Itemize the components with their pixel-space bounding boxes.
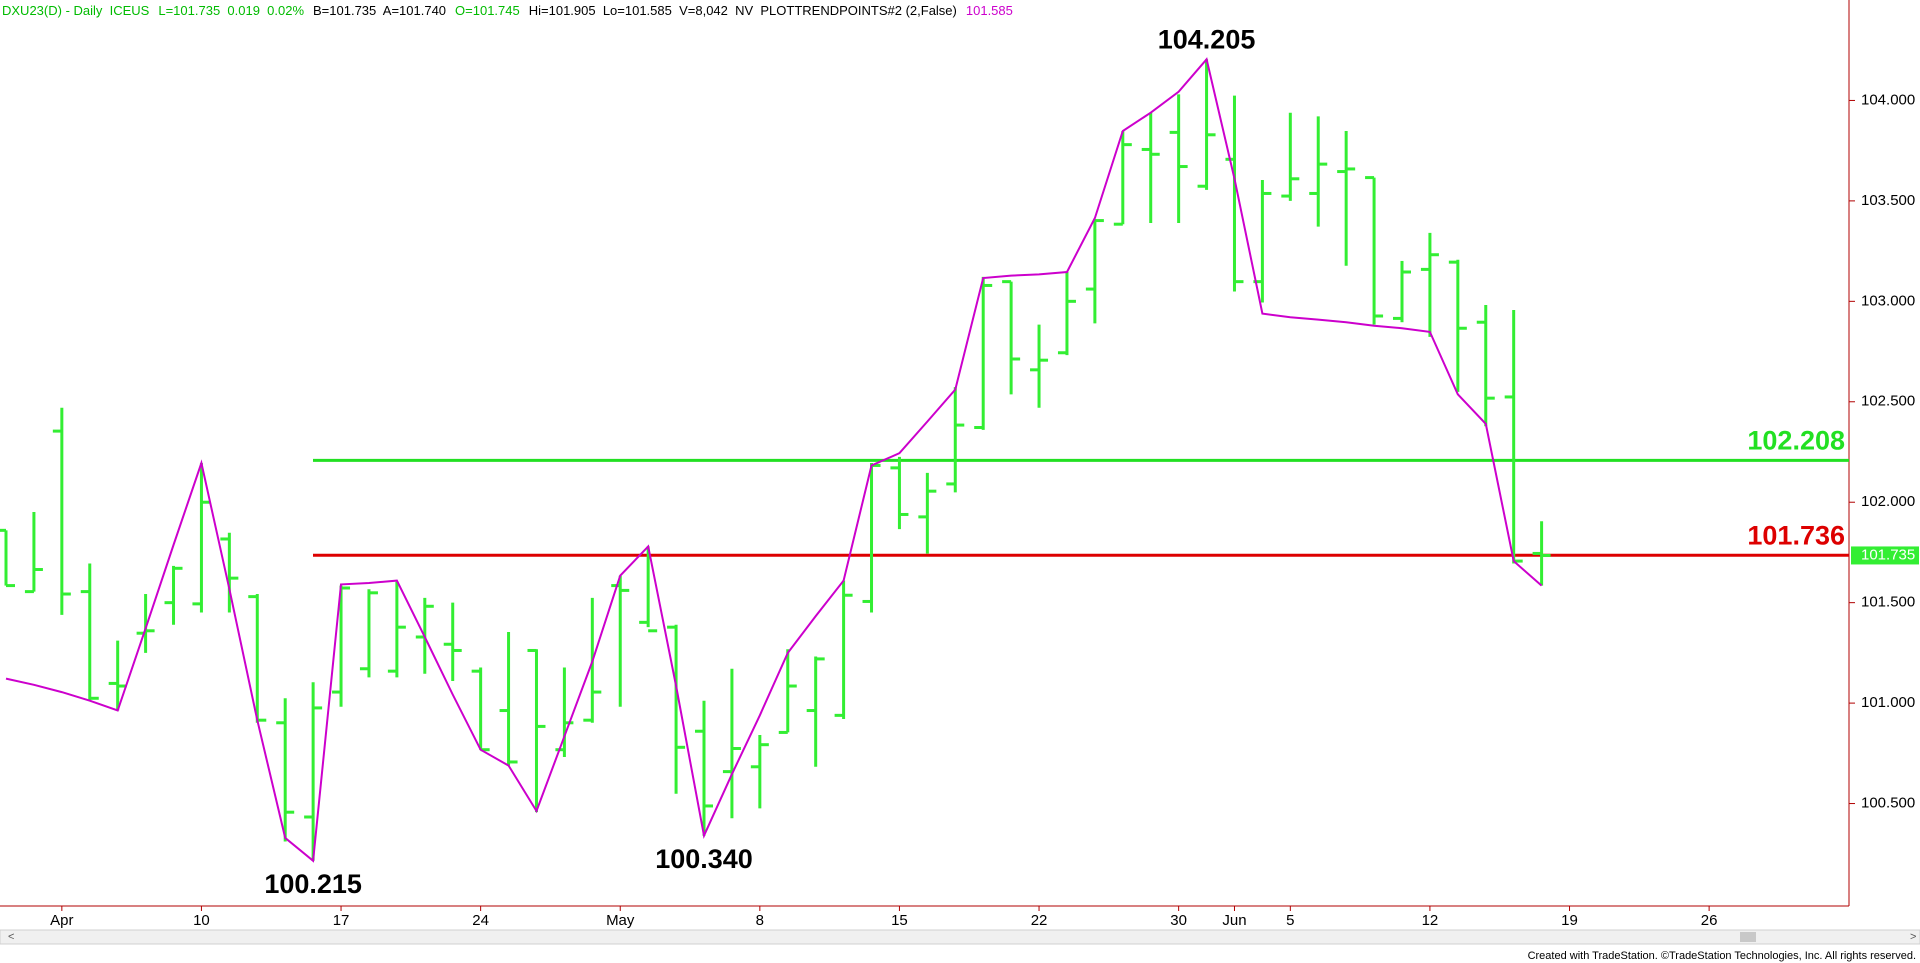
y-tick-label: 100.500 xyxy=(1861,795,1915,812)
x-tick-label: 8 xyxy=(756,912,764,929)
low-label: 100.340 xyxy=(655,844,753,874)
x-tick-label: 30 xyxy=(1170,912,1187,929)
x-tick-label: May xyxy=(606,912,635,929)
y-tick-label: 101.000 xyxy=(1861,694,1915,711)
scroll-left[interactable]: < xyxy=(8,931,14,943)
x-tick-label: 15 xyxy=(891,912,908,929)
level-label: 101.736 xyxy=(1747,520,1845,550)
price-tag-label: 101.735 xyxy=(1861,546,1915,563)
header-item: DXU23(D) - Daily ICEUS xyxy=(2,3,150,18)
header-item: L=101.735 0.019 0.02% xyxy=(158,3,305,18)
y-tick-label: 102.000 xyxy=(1861,493,1915,510)
header-item: O=101.745 xyxy=(455,3,520,18)
x-tick-label: 12 xyxy=(1422,912,1439,929)
y-tick-label: 101.500 xyxy=(1861,594,1915,611)
x-tick-label: 22 xyxy=(1031,912,1048,929)
footer: Created with TradeStation. ©TradeStation… xyxy=(1527,950,1916,962)
x-tick-label: 19 xyxy=(1561,912,1578,929)
x-tick-label: Jun xyxy=(1222,912,1246,929)
high-label: 104.205 xyxy=(1158,24,1256,54)
y-tick-label: 104.000 xyxy=(1861,91,1915,108)
x-tick-label: 24 xyxy=(472,912,489,929)
price-tag xyxy=(1851,546,1919,565)
x-tick-label: Apr xyxy=(50,912,73,929)
scrollbar[interactable] xyxy=(0,929,1920,945)
header: DXU23(D) - Daily ICEUS L=101.735 0.019 0.… xyxy=(2,3,1022,18)
x-tick-label: 17 xyxy=(333,912,350,929)
x-tick-label: 5 xyxy=(1286,912,1294,929)
header-item: B=101.735 A=101.740 xyxy=(313,3,447,18)
scrollbar-thumb[interactable] xyxy=(1740,932,1756,942)
level-label: 102.208 xyxy=(1747,426,1845,456)
header-item: Hi=101.905 Lo=101.585 V=8,042 NV PLOTTRE… xyxy=(528,3,957,18)
y-tick-label: 102.500 xyxy=(1861,393,1915,410)
trend-line xyxy=(5,57,1543,863)
scroll-right[interactable]: > xyxy=(1910,931,1916,943)
y-tick-label: 103.000 xyxy=(1861,292,1915,309)
y-tick-label: 103.500 xyxy=(1861,192,1915,209)
x-tick-label: 10 xyxy=(193,912,210,929)
low-label: 100.215 xyxy=(264,869,362,899)
x-tick-label: 26 xyxy=(1701,912,1718,929)
header-item: 101.585 xyxy=(965,3,1013,18)
